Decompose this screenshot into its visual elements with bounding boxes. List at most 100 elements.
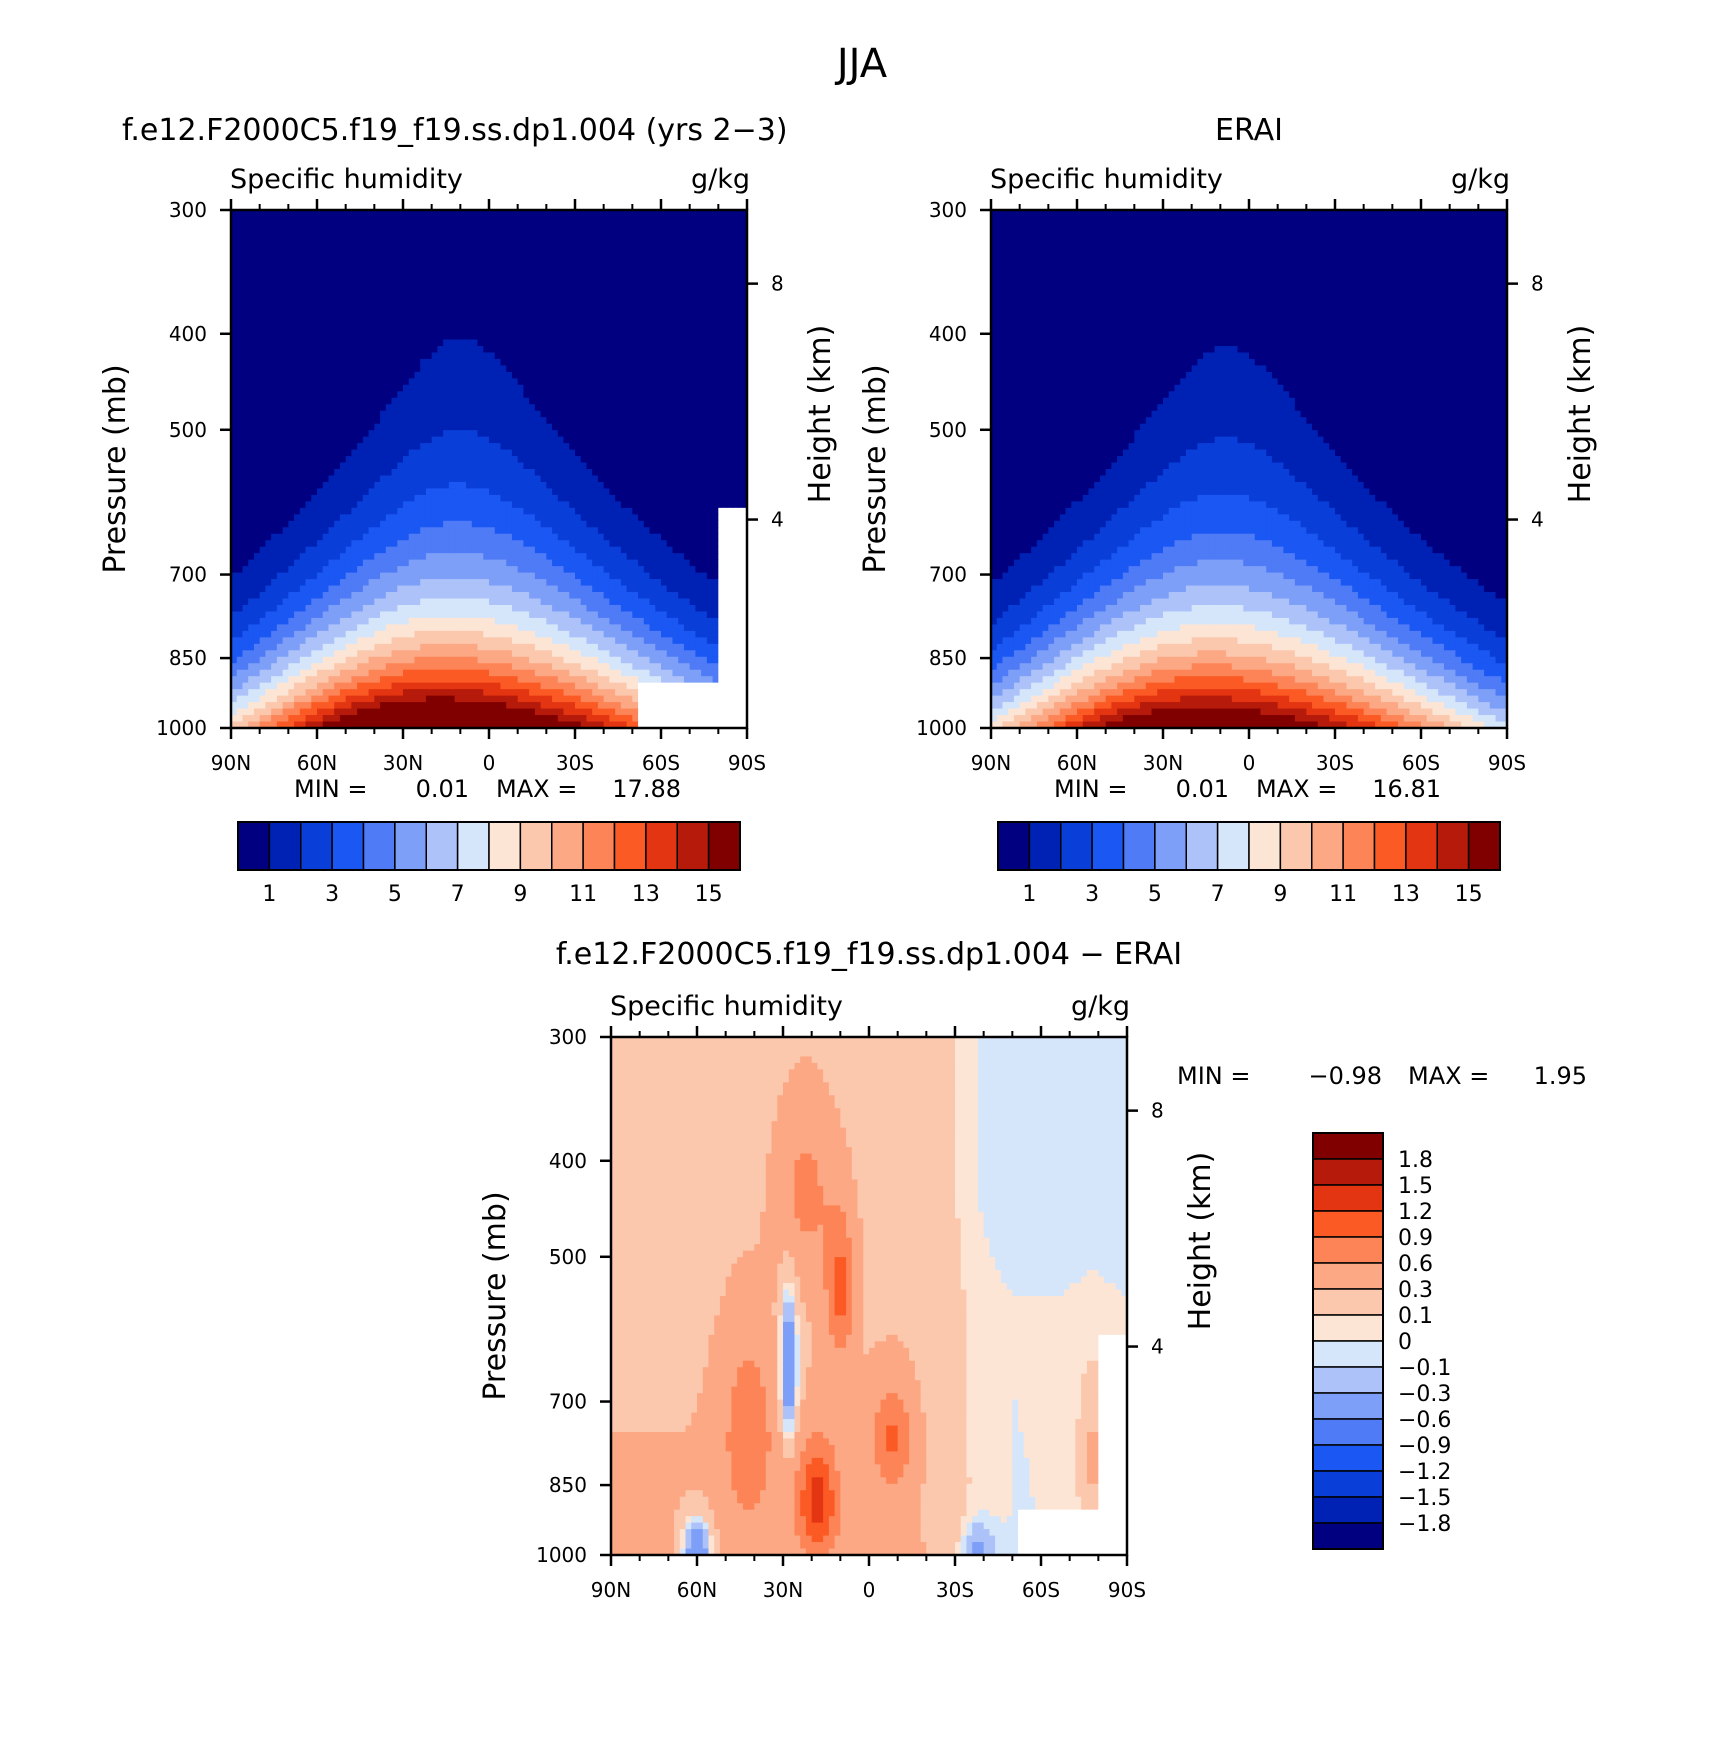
contour-cell: [374, 443, 380, 450]
contour-cell: [627, 288, 633, 295]
contour-cell: [420, 540, 426, 547]
contour-cell: [707, 424, 713, 431]
contour-cell: [518, 424, 524, 431]
contour-cell: [638, 469, 644, 476]
contour-cell: [455, 249, 461, 256]
contour-cell: [736, 482, 742, 489]
contour-cell: [535, 281, 541, 288]
contour-cell: [443, 236, 449, 243]
contour-cell: [552, 411, 558, 418]
contour-cell: [541, 294, 547, 301]
contour-cell: [437, 365, 443, 372]
contour-cell: [713, 262, 719, 269]
contour-cell: [380, 281, 386, 288]
contour-cell: [621, 288, 627, 295]
contour-cell: [306, 385, 312, 392]
contour-cell: [242, 365, 248, 372]
contour-cell: [317, 359, 323, 366]
contour-cell: [403, 333, 409, 340]
contour-cell: [357, 501, 363, 508]
contour-cell: [546, 378, 552, 385]
contour-cell: [667, 430, 673, 437]
contour-cell: [294, 236, 300, 243]
contour-cell: [369, 249, 375, 256]
contour-cell: [455, 508, 461, 515]
contour-cell: [283, 333, 289, 340]
contour-cell: [242, 229, 248, 236]
contour-cell: [466, 340, 472, 347]
contour-cell: [718, 378, 724, 385]
contour-cell: [340, 314, 346, 321]
contour-cell: [306, 327, 312, 334]
contour-cell: [248, 566, 254, 573]
contour-cell: [311, 398, 317, 405]
contour-cell: [317, 229, 323, 236]
contour-cell: [334, 488, 340, 495]
contour-cell: [632, 372, 638, 379]
contour-cell: [254, 385, 260, 392]
contour-cell: [569, 340, 575, 347]
contour-cell: [334, 294, 340, 301]
contour-cell: [392, 566, 398, 573]
contour-cell: [489, 475, 495, 482]
contour-cell: [489, 262, 495, 269]
contour-cell: [495, 229, 501, 236]
contour-cell: [265, 430, 271, 437]
contour-cell: [397, 534, 403, 541]
contour-cell: [718, 417, 724, 424]
contour-cell: [306, 534, 312, 541]
contour-cell: [254, 288, 260, 295]
contour-cell: [684, 443, 690, 450]
contour-cell: [701, 288, 707, 295]
contour-cell: [254, 275, 260, 282]
contour-cell: [678, 501, 684, 508]
contour-cell: [374, 521, 380, 528]
contour-cell: [684, 501, 690, 508]
contour-cell: [265, 411, 271, 418]
contour-cell: [483, 534, 489, 541]
contour-cell: [328, 560, 334, 567]
contour-cell: [598, 469, 604, 476]
contour-cell: [621, 482, 627, 489]
contour-cell: [638, 249, 644, 256]
contour-cell: [386, 365, 392, 372]
contour-cell: [346, 501, 352, 508]
contour-cell: [414, 391, 420, 398]
contour-cell: [684, 482, 690, 489]
contour-cell: [340, 456, 346, 463]
contour-cell: [650, 501, 656, 508]
contour-cell: [581, 547, 587, 554]
contour-cell: [346, 346, 352, 353]
contour-cell: [317, 495, 323, 502]
contour-cell: [736, 501, 742, 508]
contour-cell: [586, 456, 592, 463]
contour-cell: [621, 359, 627, 366]
contour-cell: [518, 404, 524, 411]
contour-cell: [690, 340, 696, 347]
contour-cell: [621, 450, 627, 457]
contour-cell: [495, 352, 501, 359]
contour-cell: [340, 327, 346, 334]
contour-cell: [644, 275, 650, 282]
contour-cell: [592, 223, 598, 230]
contour-cell: [592, 398, 598, 405]
contour-cell: [489, 463, 495, 470]
contour-cell: [592, 463, 598, 470]
contour-cell: [736, 320, 742, 327]
contour-cell: [690, 262, 696, 269]
contour-cell: [604, 411, 610, 418]
contour-cell: [271, 475, 277, 482]
contour-cell: [283, 411, 289, 418]
contour-cell: [363, 404, 369, 411]
contour-cell: [495, 301, 501, 308]
contour-cell: [386, 437, 392, 444]
contour-cell: [317, 424, 323, 431]
contour-cell: [546, 327, 552, 334]
contour-cell: [604, 424, 610, 431]
contour-cell: [495, 294, 501, 301]
contour-cell: [690, 307, 696, 314]
contour-cell: [483, 547, 489, 554]
contour-cell: [483, 475, 489, 482]
contour-cell: [724, 540, 730, 547]
contour-cell: [695, 456, 701, 463]
